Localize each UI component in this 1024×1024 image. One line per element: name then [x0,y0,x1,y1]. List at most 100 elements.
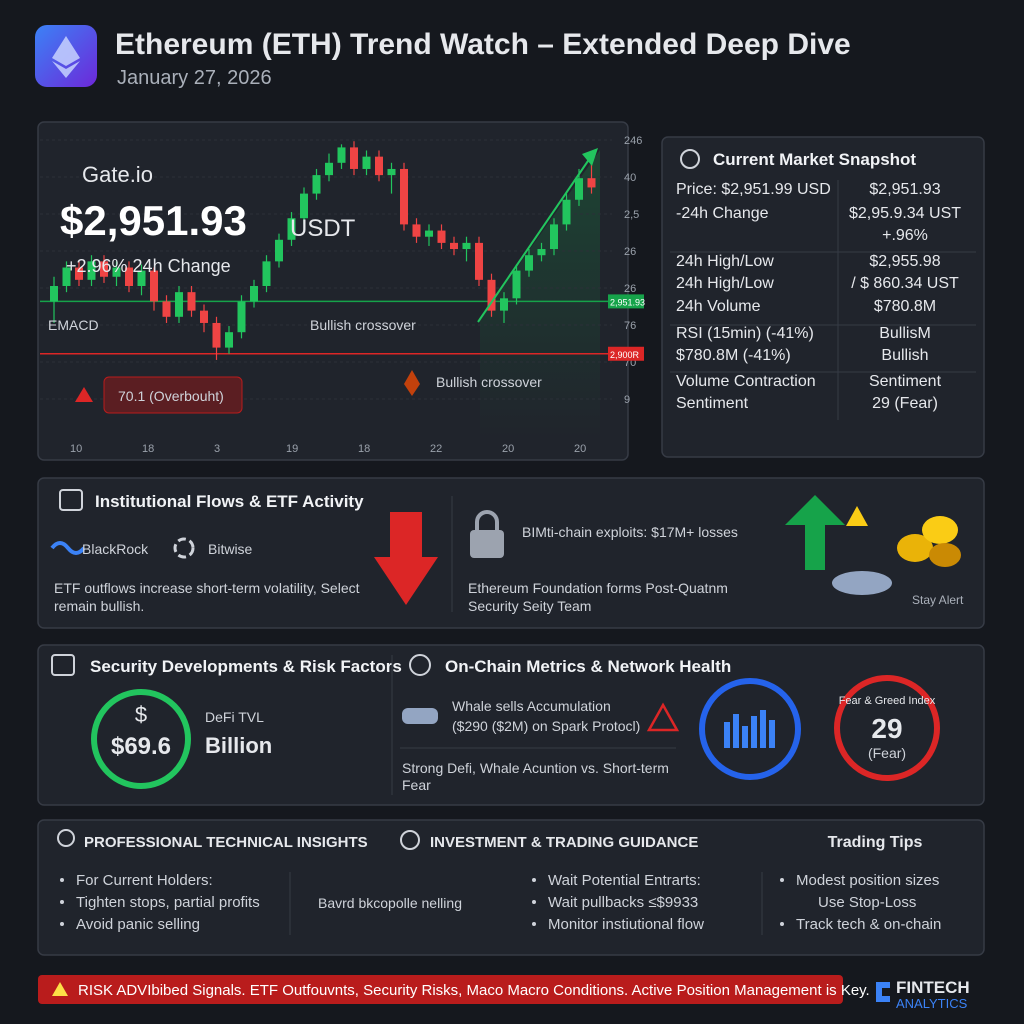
warning-box [103,376,243,414]
logo-sub: ANALYTICS [896,996,968,1011]
risk-icon [52,982,68,996]
section-icon [59,489,83,511]
list-item: Tighten stops, partial profits [76,894,260,911]
list-item: Track tech & on-chain [796,916,941,933]
candle-body [375,156,383,176]
section-icon [400,830,420,850]
candle-body [387,168,396,176]
x-tick-label: 18 [142,443,154,455]
brand: BlackRock [82,541,149,557]
section-title: PROFESSIONAL TECHNICAL INSIGHTS [84,834,368,851]
row-label: 24h High/Low [676,253,774,270]
row-label: RSI (15min) (-41%) [676,325,814,342]
row-label: Price: $2,951.99 USD [676,181,831,198]
exploit: BIMti-chain exploits: $17M+ losses [522,524,738,540]
trend-arrow [477,157,591,323]
y-tick-label: 9 [624,394,630,406]
bullet [532,922,536,926]
y-tick-label: 246 [624,135,642,147]
row-label: $780.8M (-41%) [676,347,791,364]
y-tick-label: 26 [624,283,636,295]
desc: ETF outflows increase short-term volatil… [54,580,360,614]
row-value: 29 (Fear) [872,395,938,412]
candle-body [487,279,496,311]
candle-body [462,242,471,250]
candle-body [412,224,421,237]
section-title: On-Chain Metrics & Network Health [445,657,731,676]
row-value: $2,955.98 [869,253,940,270]
candle-body [425,230,433,237]
list-item: Wait Potential Entrarts: [548,872,701,889]
candle-body [150,270,158,302]
tvl-ring [91,689,191,789]
whale-icon [402,708,438,724]
institutional-panel [37,477,985,629]
annotation: Bullish crossover [310,317,416,333]
candle-body [337,147,346,163]
warning: 70.1 (Overbouht) [118,388,224,404]
x-tick-label: 20 [574,443,586,455]
tvl-label: DeFi TVL [205,709,264,725]
tvl-symbol: $ [135,702,147,727]
row-label: Volume Contraction [676,373,816,390]
blackrock-logo [50,541,86,555]
candle-body [225,332,233,348]
candle-body [512,270,521,299]
candle-body [75,267,83,280]
bitwise-logo [173,537,195,559]
up-arrow [785,495,845,570]
network-bars [724,710,775,748]
row-label: -24h Change [676,205,769,222]
candle-body [62,267,71,286]
candle-body [262,261,271,286]
candle-body [537,249,546,256]
brand: Bitwise [208,541,253,557]
level-tag [608,294,644,309]
candle-body [325,162,333,176]
text-line: Fear [402,777,431,793]
logo-mark [876,982,890,1002]
candle-body [500,298,508,311]
tvl-value: $69.6 [111,733,171,760]
candle-body [450,242,458,250]
change: +2.96% 24h Change [66,256,231,276]
text-line: Security Seity Team [468,598,591,614]
candle-body [312,175,321,194]
candle-body [275,239,283,262]
list-item: Modest position sizes [796,872,939,889]
lists: For Current Holders: Tighten stops, parti… [60,872,941,933]
x-tick-label: 19 [286,443,298,455]
row-value: $2,95.9.34 UST [849,205,961,222]
candle-body [575,178,583,200]
row-value: BullisM [879,325,931,342]
text-line: ETF outflows increase short-term volatil… [54,580,360,596]
candle-body [137,270,146,286]
row-value: Sentiment [869,373,942,390]
bullet [60,900,64,904]
candle-body [175,292,183,317]
insight: Bavrd bkcopolle nelling [318,895,462,911]
section-title: Security Developments & Risk Factors [90,657,402,676]
level-label: 2,951.93 [610,297,645,307]
y-tick-label: 26 [624,246,636,258]
list-item: For Current Holders: [76,872,213,889]
row-value: / $ 860.34 UST [851,275,959,292]
alert-label: Stay Alert [912,593,964,607]
candle-body [162,301,171,317]
text-line: Strong Defi, Whale Acuntion vs. Short-te… [402,760,669,776]
candle-body [250,286,258,302]
whale-icon [832,571,892,595]
list-item: Use Stop-Loss [818,894,916,911]
y-tick-label: 76 [624,320,636,332]
x-tick-label: 18 [358,443,370,455]
candle-body [362,156,371,169]
candle-body [287,218,296,240]
row-label: 24h Volume [676,298,761,315]
lock-icon [470,530,504,558]
text-line: Whale sells Accumulation [452,698,611,714]
row-label: 24h High/Low [676,275,774,292]
risk-text: RISK ADVIbibed Signals. ETF Outfouvnts, … [78,982,870,999]
bullet [60,922,64,926]
text-line: ($290 ($2M) on Spark Protocl) [452,718,640,734]
tvl-unit: Billion [205,733,272,758]
